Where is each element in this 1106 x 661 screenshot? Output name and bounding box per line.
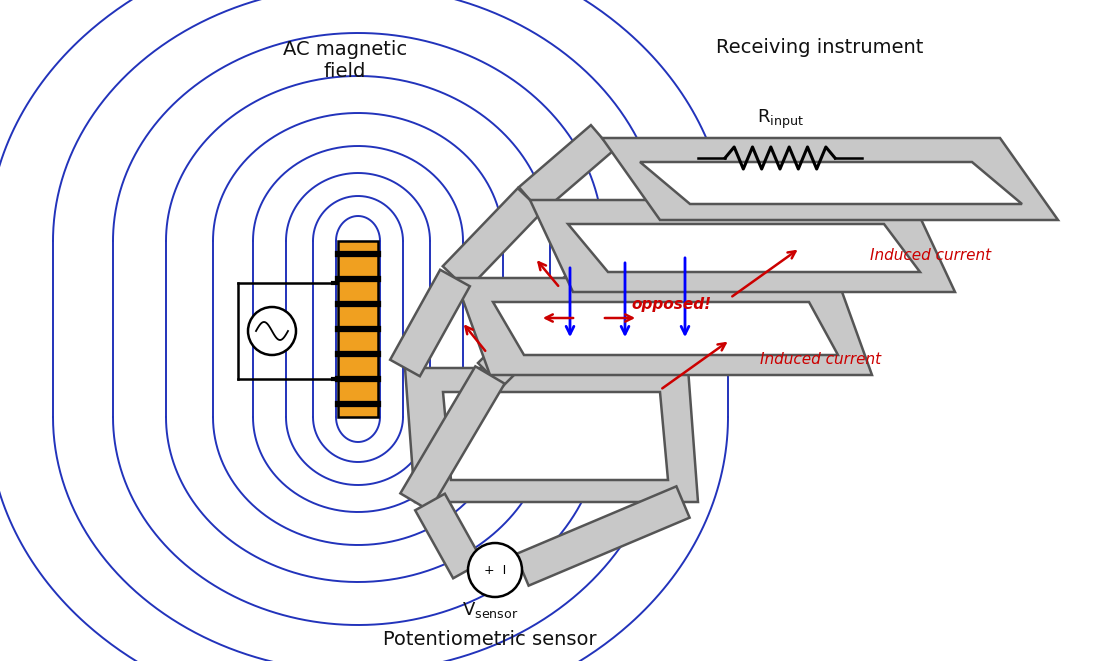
Text: opposed!: opposed! — [632, 297, 712, 313]
Polygon shape — [442, 188, 542, 290]
Text: $\mathregular{V}_{\mathregular{sensor}}$: $\mathregular{V}_{\mathregular{sensor}}$ — [462, 600, 518, 620]
Text: Potentiometric sensor: Potentiometric sensor — [383, 630, 597, 649]
Polygon shape — [519, 125, 613, 213]
Circle shape — [468, 543, 522, 597]
Polygon shape — [530, 200, 954, 292]
Polygon shape — [640, 162, 1022, 204]
Text: AC magnetic
field: AC magnetic field — [283, 40, 407, 81]
Polygon shape — [390, 270, 470, 376]
Polygon shape — [455, 278, 872, 375]
Text: +  I: + I — [484, 563, 507, 576]
Polygon shape — [493, 302, 838, 355]
Text: Induced current: Induced current — [870, 247, 991, 262]
Polygon shape — [568, 224, 920, 272]
Polygon shape — [400, 366, 504, 511]
Polygon shape — [515, 486, 690, 586]
Polygon shape — [602, 138, 1058, 220]
Text: $\mathregular{R}_{\mathregular{input}}$: $\mathregular{R}_{\mathregular{input}}$ — [757, 108, 803, 131]
Circle shape — [248, 307, 296, 355]
Polygon shape — [562, 207, 671, 305]
Polygon shape — [444, 392, 668, 480]
Text: Induced current: Induced current — [760, 352, 881, 368]
Polygon shape — [415, 494, 483, 578]
Polygon shape — [478, 280, 585, 387]
Polygon shape — [405, 368, 698, 502]
Bar — [338, 241, 378, 417]
Text: Receiving instrument: Receiving instrument — [717, 38, 924, 57]
